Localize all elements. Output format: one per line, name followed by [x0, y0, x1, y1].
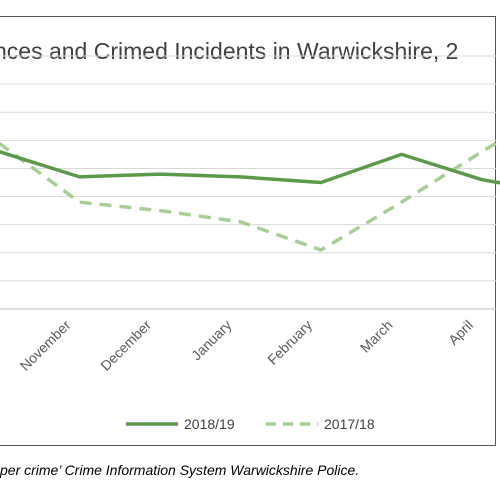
gridlines: [0, 55, 496, 310]
x-tick-label: February: [264, 317, 315, 368]
x-tick-label: November: [17, 317, 74, 374]
source-note: per crime’ Crime Information System Warw…: [0, 462, 360, 478]
legend: 2018/19 2017/18: [126, 416, 375, 432]
legend-label-2018-19: 2018/19: [184, 416, 235, 432]
legend-label-2017-18: 2017/18: [324, 416, 375, 432]
x-tick-label: March: [357, 317, 396, 356]
x-axis-ticks: November December January February March Apri…: [17, 317, 476, 374]
series-lines: [0, 138, 500, 252]
chart-frame: [0, 16, 496, 446]
chart-title: nces and Crimed Incidents in Warwickshir…: [0, 38, 458, 64]
series-line-2017-18: [0, 138, 500, 252]
x-tick-label: January: [188, 317, 235, 364]
x-tick-label: December: [97, 317, 154, 374]
x-tick-label: April: [445, 317, 476, 348]
series-line-2018-19: [0, 150, 500, 185]
